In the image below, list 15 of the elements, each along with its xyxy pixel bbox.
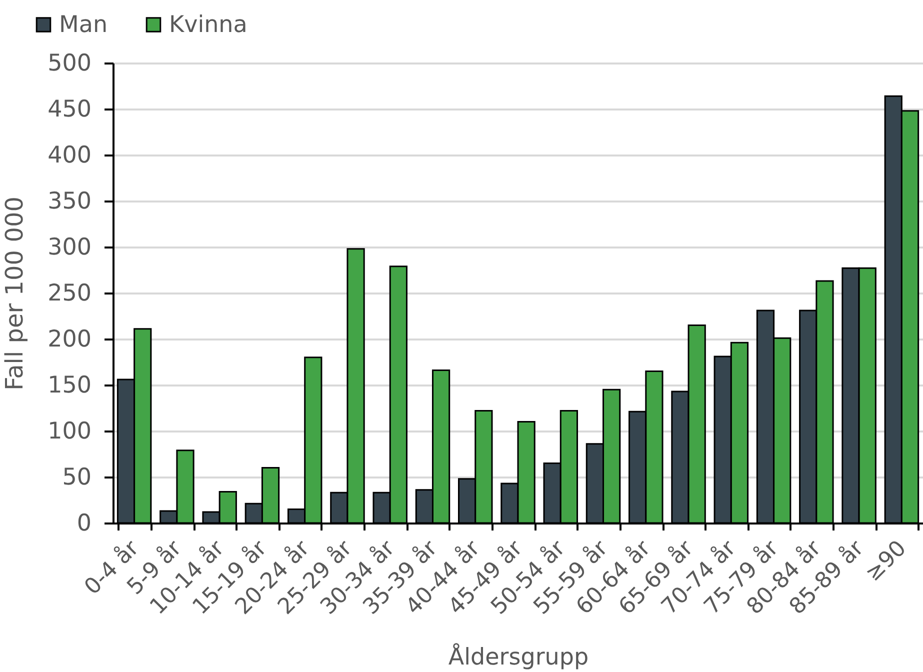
y-tick-label: 300 bbox=[48, 234, 92, 260]
x-axis-title: Åldersgrupp bbox=[448, 642, 589, 670]
y-tick-label: 450 bbox=[48, 96, 92, 122]
y-tick-label: 400 bbox=[48, 142, 92, 168]
y-tick-label: 50 bbox=[62, 464, 92, 490]
y-tick-label: 500 bbox=[48, 50, 92, 76]
y-tick-label: 0 bbox=[76, 510, 92, 536]
y-tick-label: 100 bbox=[48, 418, 92, 444]
legend-label: Kvinna bbox=[169, 12, 248, 38]
y-tick-label: 350 bbox=[48, 188, 92, 214]
y-tick-label: 200 bbox=[48, 326, 92, 352]
y-tick-label: 250 bbox=[48, 280, 92, 306]
legend-label: Man bbox=[59, 12, 108, 38]
y-tick-label: 150 bbox=[48, 372, 92, 398]
y-axis-title: Fall per 100 000 bbox=[0, 196, 29, 391]
